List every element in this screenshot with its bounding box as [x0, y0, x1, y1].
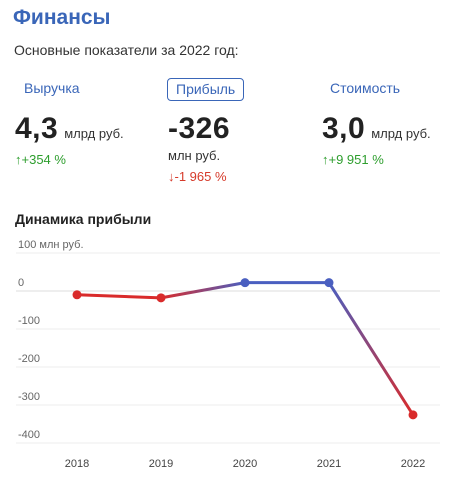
x-tick-label: 2022 [401, 458, 425, 470]
y-tick-label: -200 [18, 353, 40, 365]
tab-revenue[interactable]: Выручка [24, 80, 80, 96]
y-tick-label: 100 млн руб. [18, 239, 84, 251]
x-tick-label: 2020 [233, 458, 257, 470]
data-point[interactable] [408, 410, 418, 420]
metric-value-cost: 3,0 млрд руб. ↑+9 951 % [322, 112, 431, 167]
metric-value: -326 [168, 112, 231, 145]
metric-value: 3,0 [322, 112, 366, 145]
data-point[interactable] [72, 290, 82, 300]
x-tick-label: 2021 [317, 458, 341, 470]
metric-change: ↑+9 951 % [322, 152, 384, 167]
series-line-segment [327, 281, 415, 417]
x-axis: 2018 2019 2020 2021 2022 [65, 458, 425, 470]
metric-unit: млрд руб. [64, 126, 124, 141]
y-tick-label: -300 [18, 391, 40, 403]
data-point[interactable] [240, 278, 250, 288]
series-line-segment [159, 281, 247, 300]
x-tick-label: 2018 [65, 458, 89, 470]
y-tick-label: -400 [18, 429, 40, 441]
chart-series [75, 281, 415, 417]
page-title: Финансы [13, 6, 111, 29]
metric-revenue: 4,3 млрд руб. ↑+354 % [15, 112, 124, 167]
chart-grid [16, 252, 440, 444]
y-tick-label: 0 [18, 277, 24, 289]
metric-value: 4,3 [15, 112, 59, 145]
metric-change: ↑+354 % [15, 152, 66, 167]
metric-unit: млрд руб. [371, 126, 431, 141]
metric-change: ↓-1 965 % [168, 169, 227, 184]
series-line-segment [75, 293, 163, 300]
metric-unit: млн руб. [168, 148, 221, 163]
tab-value[interactable]: Стоимость [330, 80, 401, 96]
x-tick-label: 2019 [149, 458, 173, 470]
tab-profit[interactable]: Прибыль [167, 78, 245, 101]
chart-points [72, 278, 418, 420]
page-subtitle: Основные показатели за 2022 год: [14, 42, 239, 58]
data-point[interactable] [156, 293, 166, 303]
y-axis: 100 млн руб. 0 -100 -200 -300 -400 [18, 239, 84, 441]
chart-title: Динамика прибыли [15, 211, 152, 227]
metric-profit: -326 млн руб. ↓-1 965 % [168, 112, 230, 184]
data-point[interactable] [324, 278, 334, 288]
y-tick-label: -100 [18, 315, 40, 327]
